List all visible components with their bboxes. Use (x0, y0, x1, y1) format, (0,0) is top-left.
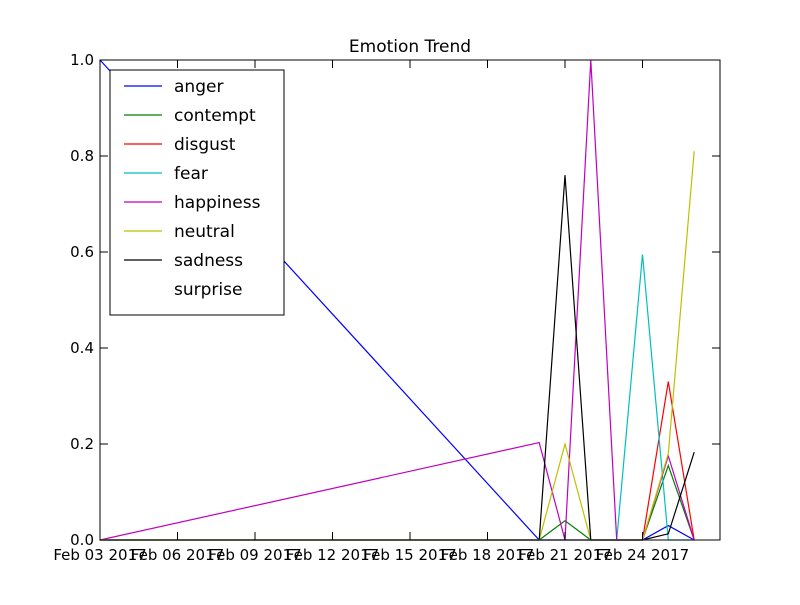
x-tick-label: Feb 15 2017 (363, 546, 456, 564)
y-tick-label: 0.0 (70, 531, 94, 549)
y-tick-label: 1.0 (70, 51, 94, 69)
x-tick-label: Feb 21 2017 (518, 546, 611, 564)
y-tick-label: 0.4 (70, 339, 94, 357)
legend-box (109, 69, 285, 316)
x-tick-label: Feb 18 2017 (441, 546, 534, 564)
y-tick-label: 0.8 (70, 147, 94, 165)
x-tick-label: Feb 12 2017 (286, 546, 379, 564)
x-tick-label: Feb 24 2017 (596, 546, 689, 564)
y-tick-label: 0.2 (70, 435, 94, 453)
legend-label-contempt: contempt (174, 106, 256, 126)
legend-label-sadness: sadness (174, 251, 243, 271)
legend-label-fear: fear (174, 164, 208, 184)
x-tick-label: Feb 09 2017 (208, 546, 301, 564)
legend-label-disgust: disgust (174, 135, 236, 155)
legend: anger contempt disgust fear happiness neutral… (109, 69, 285, 316)
y-tick-label: 0.6 (70, 243, 94, 261)
x-tick-label: Feb 06 2017 (131, 546, 224, 564)
legend-label-anger: anger (174, 77, 223, 97)
legend-label-surprise: surprise (174, 280, 242, 300)
legend-label-happiness: happiness (174, 193, 261, 213)
chart-title: Emotion Trend (349, 37, 471, 57)
x-tick-label: Feb 03 2017 (53, 546, 146, 564)
legend-label-neutral: neutral (174, 222, 235, 242)
